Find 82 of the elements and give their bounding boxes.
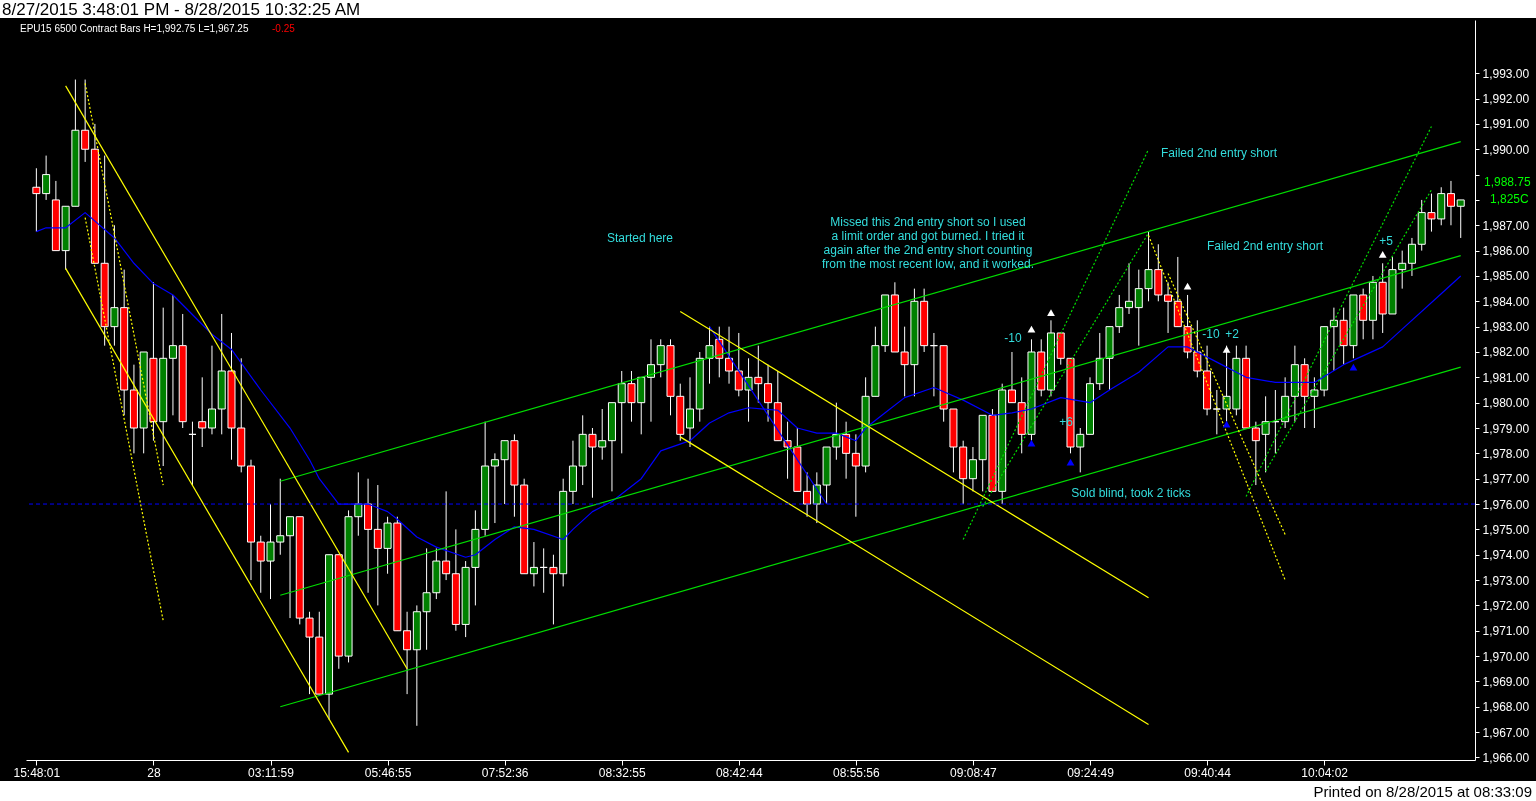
candlestick xyxy=(803,471,812,518)
y-tick-label: 1,967.00 xyxy=(1482,725,1530,740)
x-tick-label: 08:55:56 xyxy=(833,765,881,780)
y-tick-label: 1,982.00 xyxy=(1482,345,1530,360)
candlestick xyxy=(1456,199,1465,239)
x-tick-label: 08:42:44 xyxy=(715,765,763,780)
annotation: Started here xyxy=(606,231,674,245)
point xyxy=(1222,346,1231,353)
candlestick xyxy=(1407,237,1416,277)
point xyxy=(1222,420,1231,428)
y-tick-label: 1,992.00 xyxy=(1482,92,1530,107)
y-tick-label: 1,983.00 xyxy=(1482,320,1530,335)
text: 1,825C xyxy=(1490,192,1530,206)
x-tick-label: 28 xyxy=(147,765,161,780)
annotation: +5 xyxy=(1379,234,1394,248)
y-tick-label: 1,976.00 xyxy=(1482,497,1530,512)
y-tick-label: 1,970.00 xyxy=(1482,649,1530,664)
annotation: Failed 2nd entry short xyxy=(1206,239,1324,253)
point xyxy=(1349,363,1358,371)
annotation: +2 xyxy=(1225,327,1240,341)
y-tick-label: 1,968.00 xyxy=(1482,700,1530,715)
y-tick-label: 1,980.00 xyxy=(1482,396,1530,411)
candlestick xyxy=(725,326,734,385)
point xyxy=(1027,325,1036,333)
y-tick-label: 1,978.00 xyxy=(1482,446,1530,461)
annotation: Sold blind, took 2 ticks xyxy=(1071,486,1191,500)
y-tick-label: 1,979.00 xyxy=(1482,421,1530,436)
text: Printed on 8/28/2015 at 08:33:09 xyxy=(1313,783,1532,800)
candlestick xyxy=(1007,351,1016,404)
y-tick-label: 1,973.00 xyxy=(1482,573,1530,588)
candlestick xyxy=(1212,389,1221,435)
x-tick-label: 08:32:55 xyxy=(598,765,646,780)
candlestick xyxy=(1164,281,1173,334)
candlestick xyxy=(286,516,295,619)
y-tick-label: 1,969.00 xyxy=(1482,674,1530,689)
point xyxy=(1066,458,1075,466)
candlestick xyxy=(1125,262,1134,315)
annotation: -0.25 xyxy=(272,23,296,34)
y-tick-label: 1,971.00 xyxy=(1482,624,1530,639)
y-tick-label: 1,966.00 xyxy=(1482,750,1530,765)
candlestick xyxy=(968,446,977,492)
x-tick-label: 07:52:36 xyxy=(481,765,529,780)
x-tick-label: 15:48:01 xyxy=(13,765,61,780)
y-tick-label: 1,984.00 xyxy=(1482,294,1530,309)
x-tick-label: 05:46:55 xyxy=(364,765,412,780)
y-tick-label: 1,987.00 xyxy=(1482,218,1530,233)
x-tick-label: 09:08:47 xyxy=(950,765,998,780)
candlestick xyxy=(168,294,177,416)
text: 1,988.75 xyxy=(1484,175,1532,189)
y-tick-label: 1,985.00 xyxy=(1482,269,1530,284)
annotation: EPU15 6500 Contract Bars H=1,992.75 L=1,967.25 xyxy=(20,23,249,34)
y-tick-label: 1,991.00 xyxy=(1482,117,1530,132)
annotation: -10 xyxy=(1202,327,1220,341)
x-tick-label: 09:40:44 xyxy=(1184,765,1232,780)
candlestick xyxy=(490,452,499,524)
x-tick-label: 10:04:02 xyxy=(1301,765,1349,780)
x-tick-label: 09:24:49 xyxy=(1067,765,1115,780)
point xyxy=(1378,251,1387,258)
y-tick-label: 1,974.00 xyxy=(1482,548,1530,563)
candlestick xyxy=(207,345,216,435)
candlestick xyxy=(764,364,773,423)
point xyxy=(1047,309,1055,317)
point xyxy=(1027,439,1036,447)
candlestick xyxy=(686,376,695,448)
annotation: +6 xyxy=(1059,415,1074,429)
y-tick-label: 1,986.00 xyxy=(1482,244,1530,259)
chart-title: 8/27/2015 3:48:01 PM - 8/28/2015 10:32:25 AM xyxy=(2,0,361,19)
y-tick-label: 1,975.00 xyxy=(1482,522,1530,537)
annotation: Missed this 2nd entry short so I used a limit order and got burned. I tried it again after the 2nd entry short counting from the most recent low, and it worked. xyxy=(821,215,1035,271)
y-tick-label: 1,972.00 xyxy=(1482,598,1530,613)
candlestick xyxy=(198,376,207,448)
candlestick xyxy=(646,338,655,423)
y-tick-label: 1,977.00 xyxy=(1482,472,1530,487)
annotation: -10 xyxy=(1004,331,1022,345)
y-tick-label: 1,981.00 xyxy=(1482,370,1530,385)
y-tick-label: 1,993.00 xyxy=(1482,66,1530,81)
candlestick xyxy=(403,611,412,695)
y-tick-label: 1,990.00 xyxy=(1482,142,1530,157)
candlestick xyxy=(529,541,538,587)
annotation: Failed 2nd entry short xyxy=(1160,146,1278,160)
candlestick xyxy=(1446,180,1455,226)
x-tick-label: 03:11:59 xyxy=(248,765,295,780)
